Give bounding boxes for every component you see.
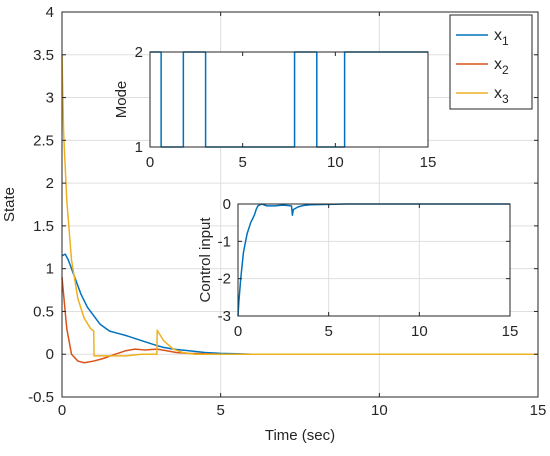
x-tick-label: 0 (146, 154, 154, 171)
y-axis-label: Mode (113, 81, 130, 119)
y-tick-label: 0 (46, 346, 54, 363)
x-tick-label: 0 (234, 323, 242, 340)
legend-subscript: 2 (502, 63, 509, 77)
y-tick-label: 4 (46, 4, 54, 21)
x-tick-label: 15 (420, 154, 437, 171)
axes-box (149, 51, 429, 148)
y-tick-label: 3 (46, 90, 54, 107)
axes-box (237, 203, 511, 317)
x-tick-label: 5 (324, 323, 332, 340)
y-tick-label: 2.5 (33, 132, 54, 149)
chart-panel-1: 0 5 10 15 1 2 Mode (113, 44, 436, 171)
chart-panel-2: 0 5 10 15 -3 -2 -1 0 Control input (197, 196, 518, 340)
y-tick-label: 2 (46, 175, 54, 192)
y-tick-label: -2 (218, 271, 231, 288)
y-tick-label: 1 (135, 139, 143, 156)
y-tick-label: -3 (218, 308, 231, 325)
legend-box (449, 14, 533, 110)
x-tick-label: 5 (216, 402, 224, 419)
x-tick-label: 15 (530, 402, 547, 419)
y-tick-label: 1.5 (33, 218, 54, 235)
y-tick-label: 3.5 (33, 47, 54, 64)
y-tick-label: 0 (223, 196, 231, 213)
legend-subscript: 1 (502, 34, 509, 48)
plot-area (238, 204, 510, 316)
legend-subscript: 3 (502, 92, 509, 106)
x-tick-label: 5 (238, 154, 246, 171)
series-line-series-0 (237, 203, 510, 317)
axes-box (61, 11, 539, 398)
y-tick-label: -0.5 (28, 389, 54, 406)
x-axis-label: Time (sec) (265, 427, 335, 444)
y-axis-label: State (1, 187, 18, 222)
y-tick-label: 1 (46, 261, 54, 278)
x-tick-label: 10 (371, 402, 388, 419)
y-tick-label: -1 (218, 233, 231, 250)
y-axis-label: Control input (197, 217, 214, 303)
x-tick-label: 15 (502, 323, 519, 340)
series-line-x3 (61, 54, 538, 357)
x-tick-label: 10 (411, 323, 428, 340)
y-tick-label: 2 (135, 44, 143, 61)
y-tick-label: 0.5 (33, 303, 54, 320)
x-tick-label: 10 (327, 154, 344, 171)
plot-area (150, 52, 428, 147)
x-tick-label: 0 (58, 402, 66, 419)
